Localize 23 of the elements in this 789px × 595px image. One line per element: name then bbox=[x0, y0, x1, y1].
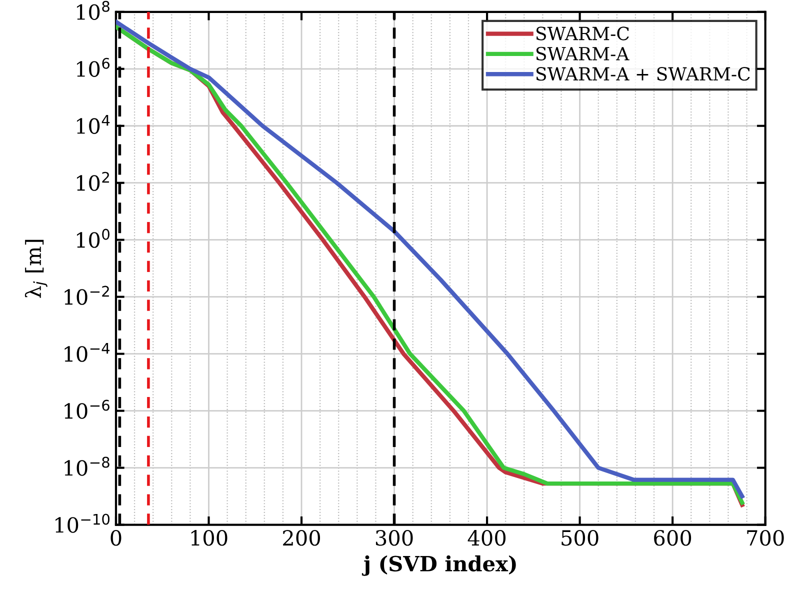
y-tick-label: 10$^{−8}$ bbox=[64, 456, 110, 476]
x-tick-label: 700 bbox=[747, 530, 784, 546]
x-tick-label: 200 bbox=[283, 530, 320, 546]
y-tick-label: 10$^{8}$ bbox=[77, 0, 110, 20]
x-tick-label: 0 bbox=[110, 530, 122, 546]
x-tick-label: 500 bbox=[562, 530, 598, 546]
x-tick-label: 400 bbox=[468, 530, 506, 546]
legend-label: SWARM-A + SWARM-C bbox=[536, 67, 750, 81]
y-tick-label: 10$^{0}$ bbox=[77, 228, 110, 248]
y-tick-label: 10$^{−10}$ bbox=[56, 514, 110, 533]
y-tick-label: 10$^{6}$ bbox=[77, 58, 110, 77]
x-axis-title: j (SVD index) bbox=[362, 555, 516, 576]
legend-label: SWARM-C bbox=[536, 26, 629, 40]
y-tick-label: 10$^{2}$ bbox=[77, 172, 109, 191]
x-tick-label: 100 bbox=[191, 530, 228, 546]
x-tick-label: 300 bbox=[376, 530, 413, 546]
y-tick-label: 10$^{−4}$ bbox=[64, 342, 110, 362]
y-tick-label: 10$^{−2}$ bbox=[64, 286, 109, 305]
x-tick-label: 600 bbox=[654, 530, 692, 546]
y-tick-label: 10$^{−6}$ bbox=[64, 400, 110, 419]
y-tick-label: 10$^{4}$ bbox=[77, 115, 110, 134]
y-axis-title: λ$_{j}$ [m] bbox=[24, 240, 48, 298]
legend-label: SWARM-A bbox=[536, 46, 630, 61]
